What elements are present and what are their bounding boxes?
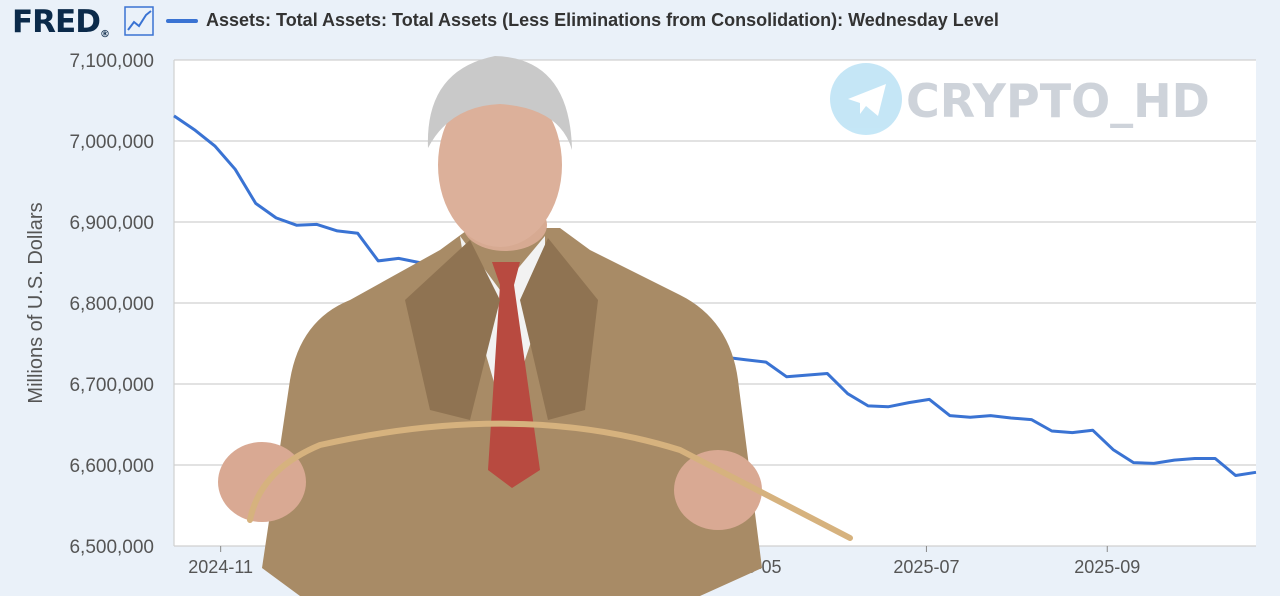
- y-axis: 6,500,000 6,600,000 6,700,000 6,800,000 6,90…: [69, 51, 154, 558]
- fred-chart-icon: [124, 6, 154, 36]
- y-tick-label: 6,600,000: [69, 456, 154, 477]
- y-tick-label: 7,100,000: [69, 51, 154, 72]
- y-tick-label: 6,900,000: [69, 213, 154, 234]
- y-tick-label: 6,500,000: [69, 537, 154, 558]
- x-tick-label: 2025-09: [1074, 557, 1140, 577]
- x-tick-label: 2025-07: [893, 557, 959, 577]
- fred-logo-trademark: ®: [99, 29, 110, 40]
- necktie: [488, 262, 540, 488]
- legend-swatch: [166, 19, 198, 23]
- y-tick-label: 6,700,000: [69, 375, 154, 396]
- watermark-text: CRYPTO_HD: [906, 74, 1210, 128]
- legend-label: Assets: Total Assets: Total Assets (Less…: [206, 10, 999, 30]
- y-axis-label: Millions of U.S. Dollars: [25, 202, 47, 403]
- right-hand: [674, 450, 762, 530]
- hair: [427, 56, 572, 150]
- left-hand: [218, 442, 306, 522]
- fred-logo[interactable]: FRED®: [12, 4, 110, 40]
- overlay-person-figure: [218, 56, 853, 596]
- face: [438, 83, 562, 247]
- right-lapel: [520, 238, 598, 420]
- fred-logo-text: FRED: [12, 4, 101, 40]
- cane: [247, 420, 853, 541]
- x-tick-label: 2024-11: [188, 557, 253, 577]
- telegram-plane-glyph: [848, 84, 886, 116]
- y-tick-label: 7,000,000: [69, 132, 154, 153]
- left-lapel: [405, 240, 500, 420]
- y-tick-label: 6,800,000: [69, 294, 154, 315]
- watermark: CRYPTO_HD: [830, 63, 1210, 135]
- header: FRED® Assets: Total Assets: Total Assets…: [0, 0, 1280, 44]
